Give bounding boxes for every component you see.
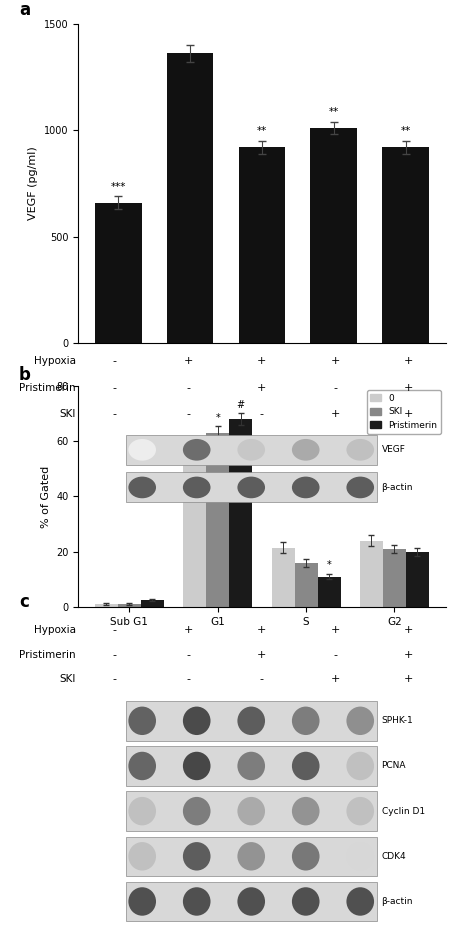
Text: Pristimerin: Pristimerin <box>19 650 76 660</box>
Text: +: + <box>257 650 266 660</box>
Bar <box>383 549 406 607</box>
Text: -: - <box>186 383 191 392</box>
Text: -: - <box>113 383 117 392</box>
Text: -: - <box>113 357 117 366</box>
Text: -: - <box>186 650 191 660</box>
Bar <box>238 147 285 343</box>
Text: b: b <box>19 366 31 384</box>
Bar <box>118 604 141 607</box>
Text: -: - <box>113 626 117 635</box>
Text: +: + <box>257 357 266 366</box>
Text: +: + <box>404 383 413 392</box>
Bar <box>406 551 429 607</box>
Bar <box>95 604 118 607</box>
Text: -: - <box>260 675 264 684</box>
Bar <box>360 540 383 607</box>
Text: β-actin: β-actin <box>382 483 413 492</box>
Bar <box>206 433 229 607</box>
Text: **: ** <box>401 126 410 136</box>
Text: Cyclin D1: Cyclin D1 <box>382 806 425 816</box>
Text: -: - <box>186 409 191 419</box>
Text: SKI: SKI <box>59 675 76 684</box>
Text: Hypoxia: Hypoxia <box>34 357 76 366</box>
Text: -: - <box>113 675 117 684</box>
Bar <box>167 54 213 343</box>
Text: -: - <box>333 650 337 660</box>
Text: c: c <box>19 593 29 611</box>
Text: -: - <box>260 409 264 419</box>
Bar <box>95 202 142 343</box>
Text: #: # <box>237 400 245 410</box>
Legend: 0, SKI, Pristimerin: 0, SKI, Pristimerin <box>367 391 441 434</box>
Text: +: + <box>331 675 340 684</box>
Text: -: - <box>113 650 117 660</box>
Text: +: + <box>404 650 413 660</box>
Text: +: + <box>184 626 193 635</box>
Text: SPHK-1: SPHK-1 <box>382 716 413 726</box>
Text: PCNA: PCNA <box>382 761 406 771</box>
Text: -: - <box>333 383 337 392</box>
Text: CDK4: CDK4 <box>382 852 406 861</box>
Text: +: + <box>331 626 340 635</box>
Text: +: + <box>184 357 193 366</box>
Bar <box>310 128 357 343</box>
Text: +: + <box>404 357 413 366</box>
Text: +: + <box>331 409 340 419</box>
Text: VEGF: VEGF <box>382 445 405 455</box>
Text: +: + <box>404 675 413 684</box>
Text: +: + <box>257 383 266 392</box>
Text: ***: *** <box>110 182 126 192</box>
Text: +: + <box>257 626 266 635</box>
Text: SKI: SKI <box>59 409 76 419</box>
Bar <box>272 548 294 607</box>
Text: -: - <box>113 409 117 419</box>
Text: +: + <box>404 409 413 419</box>
Text: Pristimerin: Pristimerin <box>19 383 76 392</box>
Text: β-actin: β-actin <box>382 897 413 906</box>
Text: a: a <box>19 1 30 19</box>
Bar <box>183 455 206 607</box>
Text: +: + <box>404 626 413 635</box>
Bar <box>382 147 429 343</box>
Bar <box>141 600 164 607</box>
Y-axis label: % of Gated: % of Gated <box>41 465 51 528</box>
Text: Hypoxia: Hypoxia <box>34 626 76 635</box>
Bar <box>294 563 318 607</box>
Bar <box>229 419 252 607</box>
Text: -: - <box>186 675 191 684</box>
Text: **: ** <box>328 107 339 117</box>
Text: *: * <box>327 561 331 570</box>
Text: +: + <box>331 357 340 366</box>
Text: *: * <box>215 412 220 423</box>
Y-axis label: VEGF (pg/ml): VEGF (pg/ml) <box>28 147 38 220</box>
Text: **: ** <box>257 126 267 136</box>
Bar <box>318 577 340 607</box>
